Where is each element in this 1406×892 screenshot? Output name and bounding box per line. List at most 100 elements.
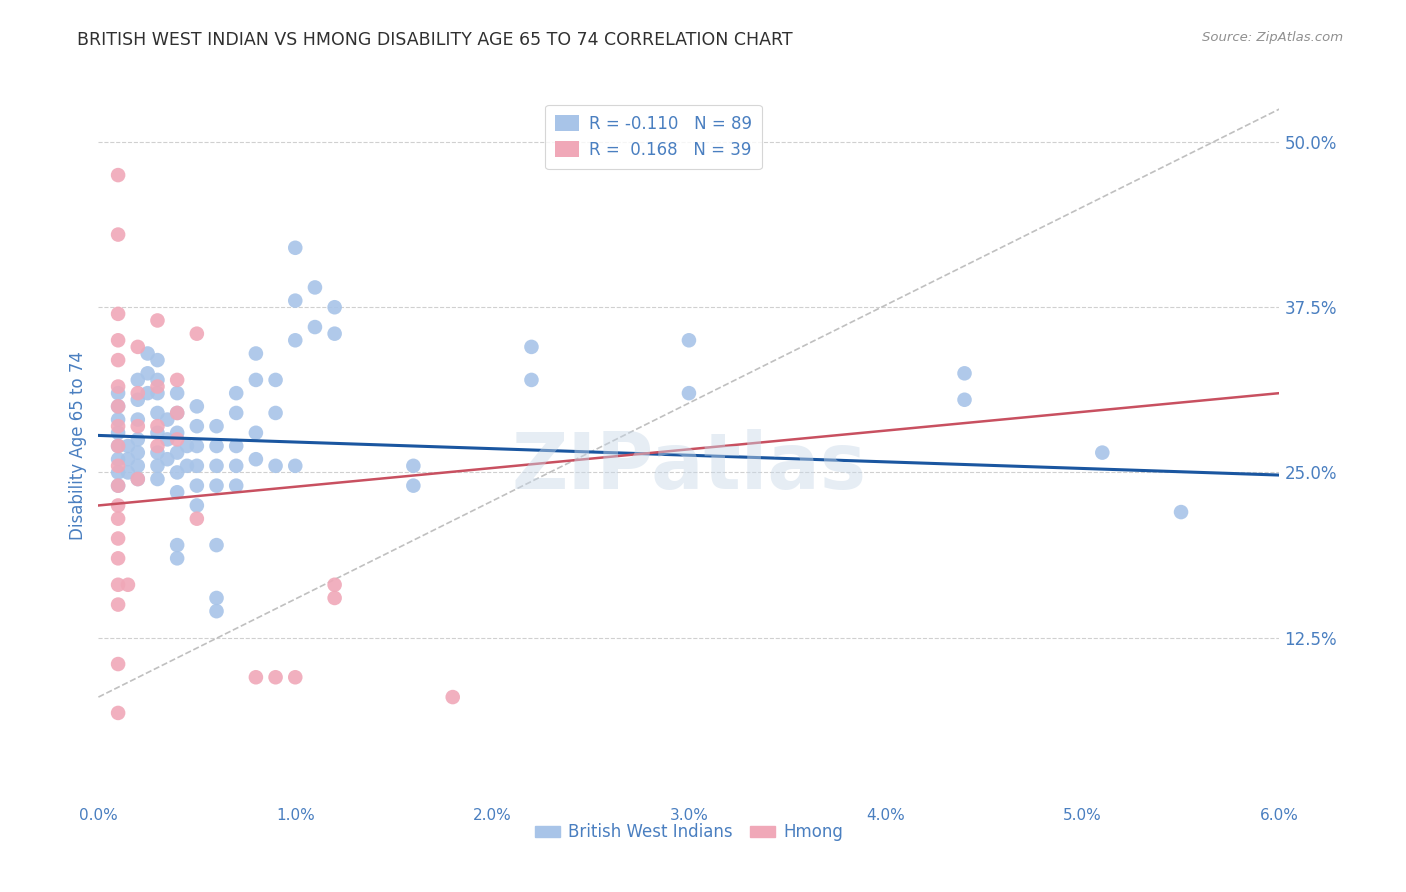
- Point: [107, 478, 129, 492]
- Point: [1170, 505, 1192, 519]
- Point: [166, 551, 188, 566]
- Point: [107, 706, 129, 720]
- Point: [441, 690, 464, 704]
- Point: [323, 578, 346, 592]
- Point: [166, 445, 188, 459]
- Point: [107, 425, 129, 440]
- Point: [953, 392, 976, 407]
- Point: [166, 485, 188, 500]
- Point: [107, 400, 129, 414]
- Point: [107, 412, 129, 426]
- Point: [176, 458, 198, 473]
- Point: [107, 657, 129, 671]
- Point: [1091, 445, 1114, 459]
- Point: [107, 439, 129, 453]
- Point: [245, 670, 267, 684]
- Point: [264, 373, 287, 387]
- Point: [520, 340, 543, 354]
- Point: [678, 386, 700, 401]
- Point: [953, 367, 976, 381]
- Point: [264, 406, 287, 420]
- Point: [205, 604, 228, 618]
- Point: [156, 452, 179, 467]
- Point: [678, 333, 700, 347]
- Point: [323, 300, 346, 314]
- Point: [107, 419, 129, 434]
- Point: [107, 578, 129, 592]
- Point: [117, 578, 139, 592]
- Point: [205, 439, 228, 453]
- Point: [146, 386, 169, 401]
- Point: [166, 466, 188, 480]
- Point: [107, 379, 129, 393]
- Y-axis label: Disability Age 65 to 74: Disability Age 65 to 74: [69, 351, 87, 541]
- Point: [127, 412, 149, 426]
- Point: [136, 386, 159, 401]
- Point: [205, 538, 228, 552]
- Point: [146, 406, 169, 420]
- Point: [245, 452, 267, 467]
- Point: [225, 406, 247, 420]
- Point: [146, 373, 169, 387]
- Point: [304, 320, 326, 334]
- Point: [166, 538, 188, 552]
- Point: [117, 439, 139, 453]
- Point: [146, 439, 169, 453]
- Point: [402, 458, 425, 473]
- Point: [225, 386, 247, 401]
- Point: [107, 499, 129, 513]
- Point: [117, 452, 139, 467]
- Point: [127, 458, 149, 473]
- Point: [225, 478, 247, 492]
- Point: [107, 466, 129, 480]
- Point: [245, 373, 267, 387]
- Point: [186, 511, 208, 525]
- Point: [146, 458, 169, 473]
- Point: [107, 439, 129, 453]
- Point: [146, 445, 169, 459]
- Point: [146, 313, 169, 327]
- Text: BRITISH WEST INDIAN VS HMONG DISABILITY AGE 65 TO 74 CORRELATION CHART: BRITISH WEST INDIAN VS HMONG DISABILITY …: [77, 31, 793, 49]
- Point: [136, 367, 159, 381]
- Point: [186, 499, 208, 513]
- Point: [166, 386, 188, 401]
- Point: [127, 386, 149, 401]
- Point: [166, 406, 188, 420]
- Point: [205, 591, 228, 605]
- Point: [107, 400, 129, 414]
- Text: ZIPatlas: ZIPatlas: [512, 429, 866, 506]
- Point: [186, 326, 208, 341]
- Point: [225, 458, 247, 473]
- Point: [136, 346, 159, 360]
- Point: [146, 353, 169, 368]
- Point: [127, 373, 149, 387]
- Point: [186, 400, 208, 414]
- Point: [156, 433, 179, 447]
- Point: [176, 439, 198, 453]
- Point: [166, 433, 188, 447]
- Point: [304, 280, 326, 294]
- Point: [107, 452, 129, 467]
- Point: [127, 472, 149, 486]
- Point: [205, 478, 228, 492]
- Point: [323, 591, 346, 605]
- Point: [146, 379, 169, 393]
- Point: [264, 458, 287, 473]
- Point: [127, 340, 149, 354]
- Point: [146, 472, 169, 486]
- Point: [264, 670, 287, 684]
- Point: [186, 439, 208, 453]
- Point: [205, 458, 228, 473]
- Point: [127, 392, 149, 407]
- Point: [107, 333, 129, 347]
- Point: [107, 532, 129, 546]
- Point: [166, 425, 188, 440]
- Point: [107, 353, 129, 368]
- Point: [117, 466, 139, 480]
- Point: [156, 412, 179, 426]
- Point: [107, 478, 129, 492]
- Point: [166, 406, 188, 420]
- Point: [225, 439, 247, 453]
- Legend: British West Indians, Hmong: British West Indians, Hmong: [529, 817, 849, 848]
- Point: [127, 433, 149, 447]
